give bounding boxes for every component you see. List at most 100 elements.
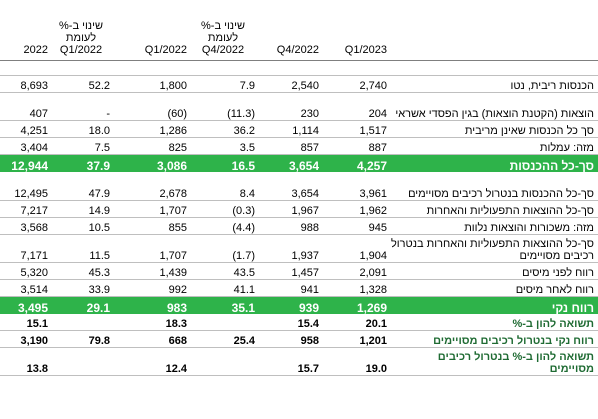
- row-label: רווח לאחר מיסים: [389, 279, 598, 297]
- cell-y2022: 3,495: [0, 296, 50, 315]
- row-label: רווח נקי בנטרול רכיבים מסויימים: [389, 330, 598, 348]
- cell-chg-q4: 25.4: [189, 330, 257, 348]
- cell-q1-2022: 825: [112, 137, 189, 155]
- cell-q1-2022: 1,800: [112, 75, 189, 93]
- row-label: רווח נקי: [389, 296, 598, 315]
- spacer-cell: [0, 60, 598, 76]
- row-label: מזה: עמלות: [389, 137, 598, 155]
- cell-q1-2023: 2,091: [321, 262, 389, 280]
- cell-chg-q4: 41.1: [189, 279, 257, 297]
- cell-chg-q1: [50, 314, 112, 331]
- cell-chg-q4: (1.7): [189, 234, 257, 263]
- cell-chg-q1: 14.9: [50, 200, 112, 218]
- table-row: 3,568 10.5 855 (4.4) 988 945 מזה: משכורות והוצ…: [0, 217, 598, 235]
- cell-q4-2022: 1,967: [257, 200, 321, 218]
- cell-q1-2023: 887: [321, 137, 389, 155]
- header-2022: 2022: [0, 0, 50, 61]
- table-row: 3,404 7.5 825 3.5 857 887 מזה: עמלות: [0, 137, 598, 155]
- cell-q4-2022: 958: [257, 330, 321, 348]
- cell-q4-2022: 1,457: [257, 262, 321, 280]
- cell-q1-2023: 2,740: [321, 75, 389, 93]
- table-row: 3,514 33.9 992 41.1 941 1,328 רווח לאחר מיסים: [0, 279, 598, 297]
- cell-chg-q1: 33.9: [50, 279, 112, 297]
- table-row: 15.1 18.3 15.4 20.1 תשואה להון ב-%: [0, 314, 598, 331]
- cell-chg-q1: 45.3: [50, 262, 112, 280]
- cell-q1-2023: 945: [321, 217, 389, 235]
- row-label: הוצאות (הקטנת הוצאות) בגין הפסדי אשראי: [389, 92, 598, 121]
- cell-chg-q1: 18.0: [50, 120, 112, 138]
- table-row: 7,217 14.9 1,707 (0.3) 1,967 1,962 סך-כל ההוצא…: [0, 200, 598, 218]
- cell-y2022: 12,944: [0, 154, 50, 173]
- cell-q1-2023: 3,961: [321, 172, 389, 201]
- cell-q1-2023: 204: [321, 92, 389, 121]
- cell-chg-q4: 7.9: [189, 75, 257, 93]
- table-row: 4,251 18.0 1,286 36.2 1,114 1,517 סך כל הכנסות…: [0, 120, 598, 138]
- row-label: תשואה להון ב-%: [389, 314, 598, 331]
- cell-q1-2023: 1,269: [321, 296, 389, 315]
- cell-q1-2023: 1,201: [321, 330, 389, 348]
- cell-q1-2023: 4,257: [321, 154, 389, 173]
- table-row: 8,693 52.2 1,800 7.9 2,540 2,740 הכנסות ריבית,…: [0, 75, 598, 93]
- cell-chg-q1: [50, 347, 112, 376]
- cell-chg-q4: 35.1: [189, 296, 257, 315]
- row-label: מזה: משכורות והוצאות נלוות: [389, 217, 598, 235]
- cell-y2022: 4,251: [0, 120, 50, 138]
- cell-q1-2023: 1,904: [321, 234, 389, 263]
- cell-q4-2022: 1,114: [257, 120, 321, 138]
- cell-chg-q4: 43.5: [189, 262, 257, 280]
- table-row: 407- (60) (11.3) 230 204 הוצאות (הקטנת הוצאות…: [0, 92, 598, 121]
- row-label: סך כל הכנסות שאינן מריבית: [389, 120, 598, 138]
- header-q4-2022: Q4/2022: [257, 0, 321, 61]
- cell-q1-2022: (60): [112, 92, 189, 121]
- header-q1-2022: Q1/2022: [112, 0, 189, 61]
- cell-y2022: 3,404: [0, 137, 50, 155]
- cell-q4-2022: 3,654: [257, 172, 321, 201]
- cell-q1-2022: 983: [112, 296, 189, 315]
- cell-q1-2023: 1,328: [321, 279, 389, 297]
- cell-q1-2022: 855: [112, 217, 189, 235]
- table-row: 7,171 11.5 1,707 (1.7) 1,937 1,904 סך-כל ההוצא…: [0, 234, 598, 263]
- cell-q4-2022: 941: [257, 279, 321, 297]
- cell-chg-q4: [189, 314, 257, 331]
- table-body: 8,693 52.2 1,800 7.9 2,540 2,740 הכנסות ריבית,…: [0, 75, 598, 376]
- cell-y2022: 3,190: [0, 330, 50, 348]
- table-row: 5,320 45.3 1,439 43.5 1,457 2,091 רווח לפני מי…: [0, 262, 598, 280]
- header-label: [389, 0, 598, 61]
- cell-q4-2022: 3,654: [257, 154, 321, 173]
- cell-q4-2022: 988: [257, 217, 321, 235]
- cell-q1-2022: 3,086: [112, 154, 189, 173]
- table-row: 3,190 79.8 668 25.4 958 1,201 רווח נקי בנטרול …: [0, 330, 598, 348]
- cell-q4-2022: 857: [257, 137, 321, 155]
- header-change-q4-2022: שינוי ב-% לעומת Q4/2022: [189, 0, 257, 61]
- table-row: 12,944 37.9 3,086 16.5 3,654 4,257 סך-כל ההכנס…: [0, 154, 598, 173]
- cell-q1-2022: 992: [112, 279, 189, 297]
- cell-q1-2022: 1,439: [112, 262, 189, 280]
- cell-y2022: 5,320: [0, 262, 50, 280]
- cell-q1-2022: 12.4: [112, 347, 189, 376]
- row-label: תשואה להון ב-% בנטרול רכיבים מסויימים: [389, 347, 598, 376]
- cell-y2022: 3,568: [0, 217, 50, 235]
- cell-q1-2022: 1,707: [112, 200, 189, 218]
- cell-chg-q1: 11.5: [50, 234, 112, 263]
- cell-chg-q1: 37.9: [50, 154, 112, 173]
- row-label: סך-כל ההכנסות: [389, 154, 598, 173]
- cell-y2022: 13.8: [0, 347, 50, 376]
- cell-q4-2022: 15.7: [257, 347, 321, 376]
- row-label: הכנסות ריבית, נטו: [389, 75, 598, 93]
- cell-chg-q4: (0.3): [189, 200, 257, 218]
- cell-q1-2022: 1,707: [112, 234, 189, 263]
- cell-chg-q4: 8.4: [189, 172, 257, 201]
- cell-chg-q4: 36.2: [189, 120, 257, 138]
- cell-q1-2023: 20.1: [321, 314, 389, 331]
- cell-q4-2022: 939: [257, 296, 321, 315]
- table-row: 3,495 29.1 983 35.1 939 1,269 רווח נקי: [0, 296, 598, 315]
- cell-y2022: 7,217: [0, 200, 50, 218]
- table-row: 13.8 12.4 15.7 19.0 תשואה להון ב-% בנטרול רכ…: [0, 347, 598, 376]
- cell-q1-2022: 668: [112, 330, 189, 348]
- cell-chg-q1: 47.9: [50, 172, 112, 201]
- header-change-q1-2022: שינוי ב-% לעומת Q1/2022: [50, 0, 112, 61]
- cell-q1-2023: 19.0: [321, 347, 389, 376]
- row-label: סך-כל ההוצאות התפעוליות והאחרות בנטרול ר…: [389, 234, 598, 263]
- cell-y2022: 7,171: [0, 234, 50, 263]
- cell-y2022: 12,495: [0, 172, 50, 201]
